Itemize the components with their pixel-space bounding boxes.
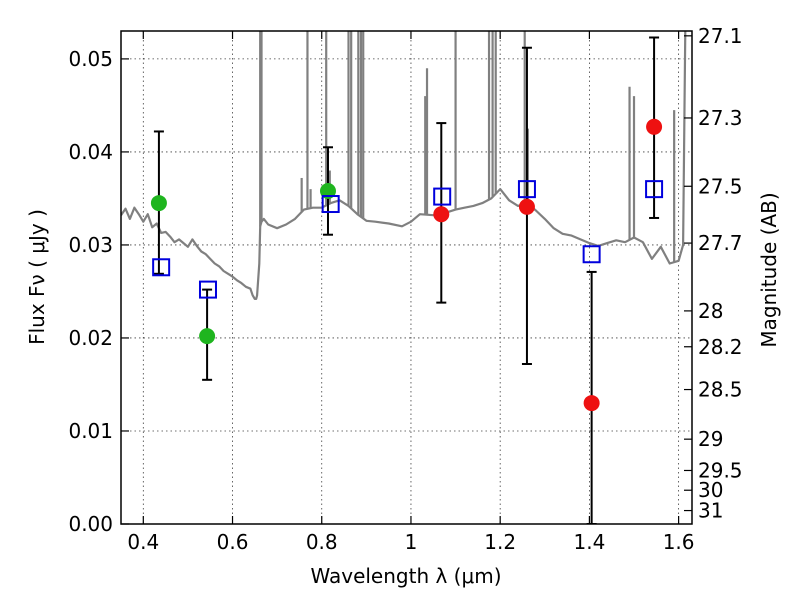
right-axis-tick-label: 27.1: [698, 24, 743, 48]
x-axis-title: Wavelength λ (μm): [310, 564, 501, 588]
y-tick-label: 0.05: [68, 47, 113, 71]
x-tick-label: 0.8: [306, 530, 338, 554]
y-axis-title-left: Flux Fν ( μJy ): [25, 209, 49, 345]
x-tick-label: 0.4: [127, 530, 159, 554]
red-data-point: [518, 198, 535, 215]
grid-layer: [121, 31, 692, 525]
model-photometry-square: [645, 180, 664, 199]
green-data-point: [199, 328, 216, 345]
red-data-point: [646, 118, 663, 135]
axes-layer: 0.4 0.6 0.8 1 1.2 1.4 1.6 0.00 0.01 0.02 0.03 0.04 0…: [68, 24, 742, 554]
right-axis-tick-label: 28: [698, 299, 723, 323]
y-tick-label: 0.00: [68, 512, 113, 536]
red-data-point: [433, 206, 450, 223]
red-data-point: [583, 395, 600, 412]
model-photometry-square: [152, 258, 171, 277]
plot-frame: [120, 30, 693, 525]
template-spectrum-line: [121, 31, 687, 300]
right-axis-tick-label: 29.5: [698, 458, 743, 482]
green-data-point: [150, 195, 167, 212]
y-tick-label: 0.04: [68, 140, 113, 164]
y-tick-label: 0.02: [68, 326, 113, 350]
model-photometry-square: [517, 180, 536, 199]
x-tick-label: 1: [405, 530, 418, 554]
model-photometry-square: [198, 280, 217, 299]
model-photometry-square: [582, 245, 601, 264]
green-data-point: [319, 182, 336, 199]
spectrum-layer: [121, 31, 687, 300]
right-axis-tick-label: 28.5: [698, 378, 743, 402]
right-axis-tick-label: 31: [698, 499, 723, 523]
model-photometry-square: [321, 195, 340, 214]
x-tick-label: 0.6: [217, 530, 249, 554]
right-axis-tick-label: 27.5: [698, 174, 743, 198]
x-tick-label: 1.2: [484, 530, 516, 554]
right-axis-tick-label: 28.2: [698, 335, 743, 359]
model-photometry-square: [433, 187, 452, 206]
y-axis-title-right: Magnitude (AB): [757, 192, 781, 347]
right-axis-tick-label: 30: [698, 478, 723, 502]
right-axis-tick-label: 27.7: [698, 231, 743, 255]
right-axis-tick-label: 29: [698, 427, 723, 451]
x-tick-label: 1.6: [663, 530, 695, 554]
points-layer: [150, 36, 664, 524]
right-axis-tick-label: 27.3: [698, 106, 743, 130]
x-tick-label: 1.4: [573, 530, 605, 554]
y-tick-label: 0.01: [68, 419, 113, 443]
y-tick-label: 0.03: [68, 233, 113, 257]
